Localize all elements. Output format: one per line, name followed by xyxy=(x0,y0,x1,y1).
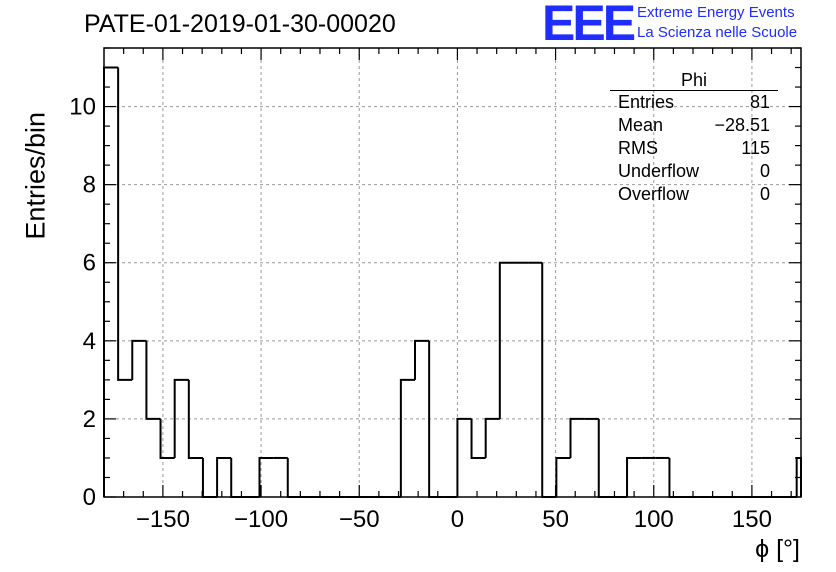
histogram-bin xyxy=(555,456,571,497)
x-axis-label: ϕ [°] xyxy=(755,535,800,563)
y-tick-label: 2 xyxy=(83,406,96,433)
y-tick-label: 4 xyxy=(83,328,96,355)
histogram-bin xyxy=(117,67,133,381)
histogram-bin xyxy=(413,339,430,380)
x-tick-label: 50 xyxy=(542,506,569,533)
histogram-bin xyxy=(230,457,246,498)
histogram-bin xyxy=(597,418,613,498)
stats-label: RMS xyxy=(618,138,658,158)
axis-ticks xyxy=(104,47,801,498)
stats-value: 0 xyxy=(759,184,770,204)
histogram-bin xyxy=(456,417,472,497)
y-axis-label: Entries/bin xyxy=(20,112,51,240)
stats-row: Entries 81 xyxy=(610,91,778,114)
histogram-bin xyxy=(131,339,147,380)
stats-value: 0 xyxy=(759,161,770,181)
stats-row: Overflow 0 xyxy=(610,183,778,206)
histogram-bin xyxy=(216,456,232,497)
x-tick-label: −100 xyxy=(234,506,288,533)
histogram-bin xyxy=(626,456,642,497)
histogram-bin xyxy=(569,417,585,458)
stats-row: Underflow 0 xyxy=(610,160,778,183)
stats-label: Entries xyxy=(618,92,675,112)
x-tick-label: 150 xyxy=(732,506,772,533)
histogram-bin xyxy=(498,261,514,419)
histogram-bin xyxy=(159,418,175,459)
x-tick-label: −50 xyxy=(339,506,380,533)
histogram-bin xyxy=(173,378,189,458)
y-tick-label: 8 xyxy=(83,172,96,199)
grid-lines xyxy=(104,48,801,497)
x-tick-label: 100 xyxy=(634,506,674,533)
y-tick-label: 10 xyxy=(69,94,96,121)
stats-row: RMS 115 xyxy=(610,137,778,160)
histogram-bin xyxy=(187,379,203,459)
histogram-bin xyxy=(484,417,500,458)
stats-box: Phi Entries 81 Mean −28.51 RMS 115 Underflo… xyxy=(610,70,778,206)
histogram-bin xyxy=(145,340,161,420)
stats-value: 81 xyxy=(749,92,770,112)
x-tick-label: −150 xyxy=(136,506,190,533)
stats-row: Mean −28.51 xyxy=(610,114,778,137)
stats-name: Phi xyxy=(610,70,778,91)
stats-label: Underflow xyxy=(618,161,700,181)
histogram-bin xyxy=(201,457,218,498)
plot-frame xyxy=(103,47,802,498)
stats-value: −28.51 xyxy=(714,115,770,135)
eee-logo: EEE xyxy=(542,0,636,51)
histogram-bin xyxy=(399,378,415,497)
histogram-bin xyxy=(258,456,274,497)
stats-label: Overflow xyxy=(618,184,690,204)
y-tick-label: 6 xyxy=(83,250,96,277)
logo-subtitle-1: Extreme Energy Events xyxy=(637,4,795,21)
stats-label: Mean xyxy=(618,115,664,135)
histogram-bin xyxy=(668,457,684,498)
x-tick-label: 0 xyxy=(451,506,464,533)
chart-title: PATE-01-2019-01-30-00020 xyxy=(84,10,396,38)
histogram-bin xyxy=(541,262,557,498)
logo-subtitle-2: La Scienza nelle Scuole xyxy=(637,24,798,41)
y-tick-label: 0 xyxy=(83,484,96,511)
stats-value: 115 xyxy=(741,138,770,158)
histogram-bin xyxy=(470,418,486,459)
